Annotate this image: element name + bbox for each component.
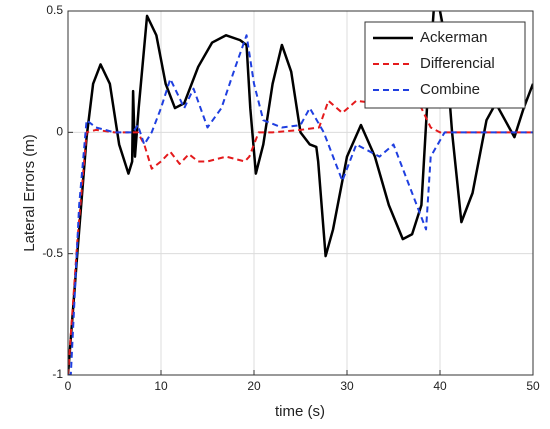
legend-label: Differencial [420,55,495,72]
x-tick-label: 50 [526,379,540,393]
y-axis-label: Lateral Errors (m) [21,134,38,252]
y-tick-label: 0.5 [46,3,63,17]
x-tick-label: 0 [65,379,72,393]
x-tick-label: 20 [247,379,261,393]
legend-label: Ackerman [420,29,488,46]
x-tick-label: 10 [154,379,168,393]
y-tick-label: 0 [56,125,63,139]
x-tick-label: 40 [433,379,447,393]
axes-box [67,10,534,376]
line-series [68,99,533,375]
x-axis-label: time (s) [275,403,325,420]
legend-box [364,21,526,109]
y-tick-label: -1 [52,367,63,381]
legend-label: Combine [420,81,480,98]
x-tick-label: 30 [340,379,354,393]
y-tick-label: -0.5 [42,246,63,260]
